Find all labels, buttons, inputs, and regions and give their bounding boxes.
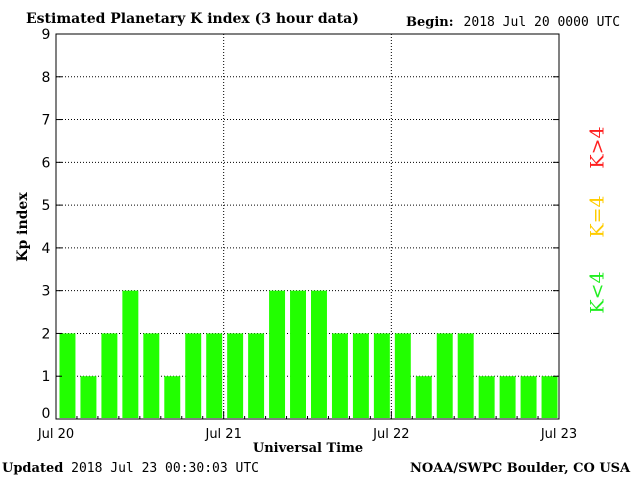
updated-label: Updated bbox=[2, 461, 64, 476]
grid-lines bbox=[56, 34, 559, 419]
x-axis-label: Universal Time bbox=[253, 441, 363, 456]
legend-k-less-4: K<4 bbox=[586, 270, 609, 314]
y-tick-label: 1 bbox=[42, 369, 51, 385]
kp-bar bbox=[122, 290, 139, 418]
y-tick-label: 6 bbox=[42, 155, 51, 171]
kp-bar bbox=[478, 376, 495, 418]
kp-bar bbox=[185, 333, 202, 418]
y-tick-label: 7 bbox=[42, 113, 51, 129]
kp-bar bbox=[541, 376, 558, 418]
begin-value: 2018 Jul 20 0000 UTC bbox=[463, 15, 621, 30]
x-tick-label: Jul 23 bbox=[540, 427, 577, 442]
kp-bar bbox=[290, 290, 306, 418]
legend-k-equal-4: K=4 bbox=[586, 194, 609, 238]
y-tick-label: 5 bbox=[42, 198, 51, 214]
kp-bar bbox=[331, 333, 348, 418]
y-tick-label: 8 bbox=[42, 70, 51, 86]
chart-title: Estimated Planetary K index (3 hour data… bbox=[26, 11, 359, 27]
kp-bar bbox=[436, 333, 453, 418]
y-axis-label: Kp index bbox=[15, 192, 31, 262]
x-tick-label: Jul 22 bbox=[372, 427, 409, 442]
kp-bar bbox=[457, 333, 474, 418]
updated-value: 2018 Jul 23 00:30:03 UTC bbox=[71, 461, 259, 476]
kp-bar bbox=[59, 333, 76, 418]
y-tick-label: 3 bbox=[42, 284, 51, 300]
kp-bar bbox=[143, 333, 160, 418]
y-ticks: 0 1 2 3 4 5 6 7 8 9 bbox=[42, 27, 559, 422]
x-tick-label: Jul 21 bbox=[204, 427, 241, 442]
kp-bar bbox=[227, 333, 244, 418]
kp-bar bbox=[269, 290, 286, 418]
kp-bar bbox=[311, 290, 327, 418]
kp-bar bbox=[499, 376, 516, 418]
kp-bar bbox=[415, 376, 432, 418]
y-tick-label: 2 bbox=[42, 326, 51, 342]
kp-bar bbox=[164, 376, 181, 418]
updated-time: Updated 2018 Jul 23 00:30:03 UTC bbox=[2, 462, 259, 475]
kp-bar bbox=[520, 376, 537, 418]
kp-bar bbox=[352, 333, 369, 418]
kp-bar bbox=[373, 333, 390, 418]
y-tick-label: 0 bbox=[42, 406, 51, 422]
kp-bar bbox=[80, 376, 97, 418]
begin-label: Begin: bbox=[406, 15, 454, 30]
kp-bar bbox=[248, 333, 265, 418]
y-tick-label: 9 bbox=[42, 27, 51, 43]
kp-bar bbox=[394, 333, 411, 418]
source-credit: NOAA/SWPC Boulder, CO USA bbox=[410, 461, 631, 476]
bars bbox=[59, 290, 558, 418]
legend-k-greater-4: K>4 bbox=[586, 125, 609, 169]
kp-bar bbox=[206, 333, 223, 418]
x-tick-label: Jul 20 bbox=[37, 427, 74, 442]
x-ticks: Jul 20 Jul 21 Jul 22 Jul 23 bbox=[37, 411, 577, 442]
begin-time: Begin: 2018 Jul 20 0000 UTC bbox=[406, 16, 620, 29]
y-tick-label: 4 bbox=[42, 241, 51, 257]
kp-bar bbox=[101, 333, 118, 418]
